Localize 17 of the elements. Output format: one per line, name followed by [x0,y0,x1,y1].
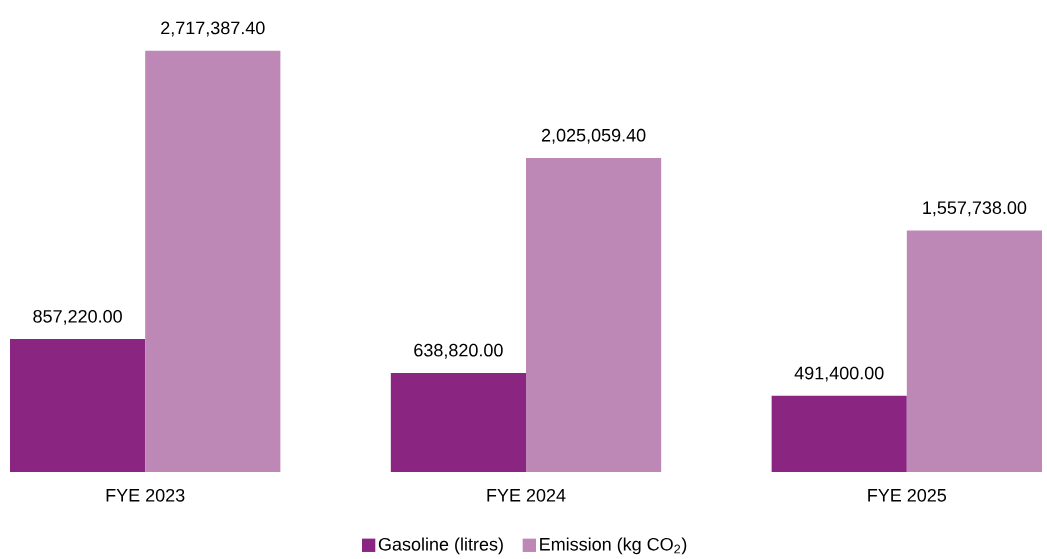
data-label: 857,220.00 [33,309,122,325]
bar [145,50,281,472]
data-label: 491,400.00 [794,366,884,382]
legend-label: Gasoline (litres) [378,537,503,555]
x-tick-label: FYE 2025 [868,488,947,502]
data-label: 2,717,387.40 [161,21,265,37]
bar [526,158,662,472]
bar [906,230,1042,472]
bar [10,339,146,472]
x-tick-label: FYE 2024 [487,488,566,502]
bar [771,395,907,472]
data-label: 1,557,738.00 [923,201,1027,217]
data-label: 2,025,059.40 [541,128,646,144]
legend-label: Emission (kg CO$_{2}$) [540,537,687,555]
data-label: 638,820.00 [414,343,503,359]
x-tick-label: FYE 2023 [106,488,185,502]
bar [390,372,526,472]
